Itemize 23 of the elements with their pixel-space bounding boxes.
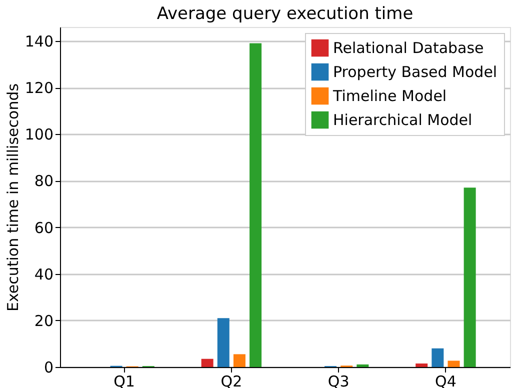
bar bbox=[201, 358, 214, 367]
y-tick-label: 20 bbox=[34, 312, 54, 330]
bar bbox=[432, 348, 444, 367]
y-tick-label: 140 bbox=[24, 32, 54, 50]
bar bbox=[356, 364, 369, 367]
y-tick-label: 40 bbox=[34, 265, 54, 284]
y-tick-label: 0 bbox=[44, 358, 54, 376]
y-tick-label: 60 bbox=[34, 218, 54, 237]
y-tick-label: 120 bbox=[24, 79, 54, 98]
legend-label: Relational Database bbox=[333, 39, 484, 57]
y-tick-label: 100 bbox=[24, 126, 54, 144]
bar bbox=[464, 188, 476, 367]
y-axis-title: Execution time in milliseconds bbox=[4, 83, 22, 312]
y-tick-label: 80 bbox=[34, 172, 54, 190]
legend-label: Timeline Model bbox=[332, 87, 447, 105]
bar bbox=[250, 43, 262, 367]
legend-label: Hierarchical Model bbox=[333, 111, 472, 129]
bar bbox=[416, 364, 428, 367]
bar bbox=[448, 360, 460, 367]
bar bbox=[233, 354, 246, 367]
bar bbox=[217, 318, 230, 367]
chart-title: Average query execution time bbox=[156, 4, 414, 24]
legend-label: Property Based Model bbox=[333, 63, 498, 81]
